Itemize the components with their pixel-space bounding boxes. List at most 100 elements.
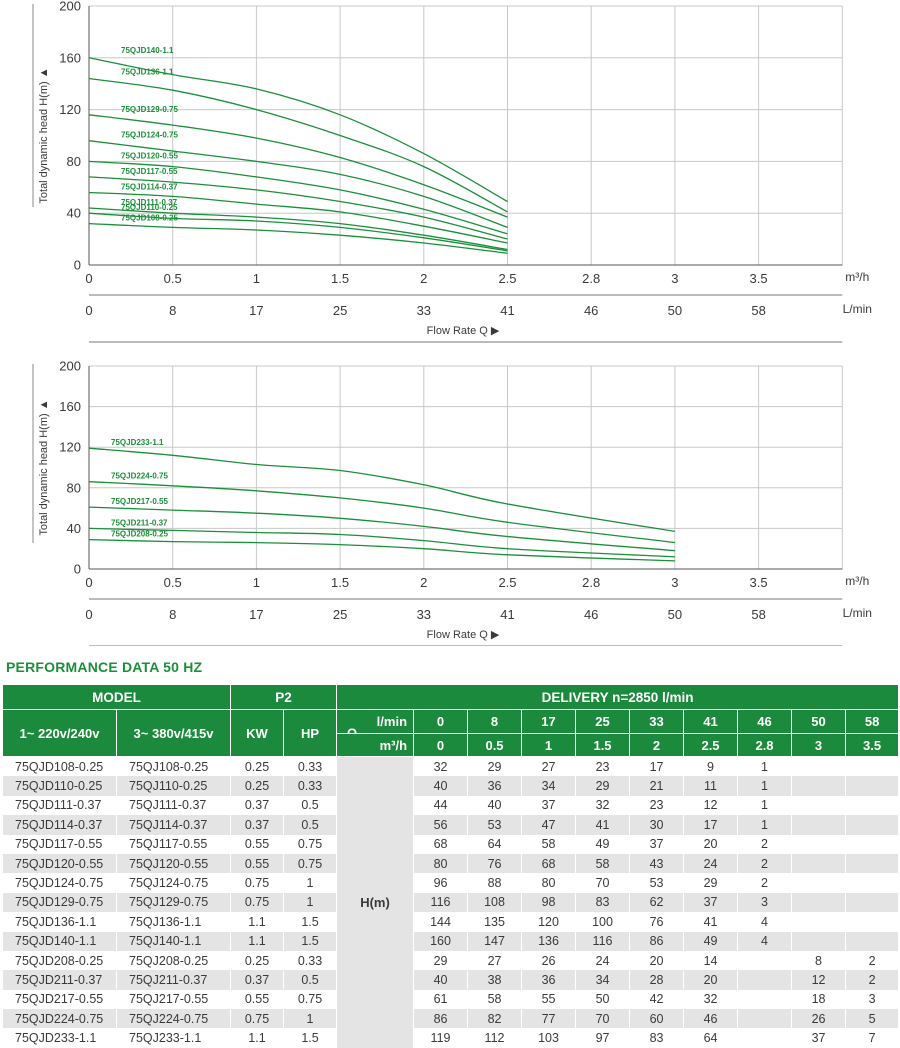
head-value-cell: 37 — [791, 1028, 847, 1048]
series-line — [88, 506, 675, 552]
head-value-cell: 77 — [521, 1009, 577, 1029]
flow-m3h-header: 1 — [521, 733, 577, 757]
model-3ph-cell: 75QJ233-1.1 — [116, 1028, 231, 1048]
head-value-cell: 2 — [737, 834, 793, 854]
model-3ph-cell: 75QJ217-0.55 — [116, 989, 231, 1010]
kw-cell: 1.1 — [230, 1028, 284, 1048]
head-value-cell: 1 — [737, 795, 793, 816]
table-row: 75QJD110-0.25 75QJ110-0.25 0.25 0.33 40 36 34 2… — [2, 776, 900, 796]
head-value-cell: 120 — [521, 912, 577, 932]
head-value-cell: 62 — [629, 892, 685, 913]
y-tick-label: 0 — [74, 562, 81, 577]
x-unit-lmin: L/min — [843, 302, 872, 316]
hp-cell: 0.75 — [282, 834, 338, 854]
head-value-cell: 38 — [467, 970, 523, 990]
head-value-cell: 56 — [413, 815, 469, 835]
x-unit-m3h: m³/h — [845, 574, 869, 588]
head-value-cell: 2 — [737, 873, 793, 893]
kw-cell: 0.55 — [230, 989, 284, 1010]
head-value-cell: 9 — [683, 756, 739, 777]
head-value-cell: 26 — [791, 1009, 847, 1029]
head-value-cell — [845, 815, 900, 835]
series-label: 75QJD208-0.25 — [111, 530, 168, 539]
head-value-cell: 37 — [683, 892, 739, 913]
head-value-cell: 1 — [737, 776, 793, 796]
model-1ph-cell: 75QJD217-0.55 — [2, 989, 117, 1010]
head-value-cell: 116 — [413, 892, 469, 913]
head-value-cell: 1 — [737, 756, 793, 777]
head-value-cell: 49 — [683, 931, 739, 951]
head-value-cell — [737, 1009, 793, 1029]
table-row: 75QJD129-0.75 75QJ129-0.75 0.75 1 116 108 98 83… — [2, 892, 900, 913]
hp-cell: 0.5 — [282, 795, 338, 816]
x-tick-label-lmin: 58 — [751, 303, 765, 318]
head-value-cell: 83 — [575, 892, 631, 913]
x-axis-title: Flow Rate Q ▶ — [427, 629, 500, 641]
head-value-cell — [791, 795, 847, 816]
model-3ph-cell: 75QJ117-0.55 — [116, 834, 231, 854]
x-tick-label-m3h: 2.5 — [498, 575, 516, 590]
head-value-cell: 37 — [629, 834, 685, 854]
x-tick-label-m3h: 2.5 — [498, 271, 516, 286]
flow-lmin-header: 58 — [845, 709, 900, 734]
series-line — [88, 207, 508, 251]
x-tick-label-m3h: 1.5 — [331, 271, 349, 286]
x-axis-title: Flow Rate Q ▶ — [427, 325, 500, 337]
table-row: 75QJD208-0.25 75QJ208-0.25 0.25 0.33 29 27 26 2… — [2, 950, 900, 971]
head-value-cell — [737, 1028, 793, 1048]
model-1ph-cell: 75QJD208-0.25 — [2, 950, 117, 971]
head-value-cell — [791, 873, 847, 893]
x-tick-label-m3h: 0 — [85, 575, 92, 590]
x-tick-label-lmin: 50 — [668, 607, 682, 622]
head-value-cell: 40 — [413, 776, 469, 796]
model-3ph-cell: 75QJ140-1.1 — [116, 931, 231, 951]
head-value-cell: 17 — [683, 815, 739, 835]
head-value-cell: 82 — [467, 1009, 523, 1029]
table-row: 75QJD211-0.37 75QJ211-0.37 0.37 0.5 40 38 36 34… — [2, 970, 900, 990]
flow-lmin-header: 50 — [791, 709, 847, 734]
y-tick-label: 80 — [67, 480, 81, 495]
model-1ph-cell: 75QJD110-0.25 — [2, 776, 117, 796]
x-tick-label-m3h: 0 — [85, 271, 92, 286]
head-value-cell: 70 — [575, 1009, 631, 1029]
kw-cell: 0.75 — [230, 892, 284, 913]
series-line — [88, 191, 508, 244]
x-tick-label-lmin: 41 — [500, 303, 514, 318]
head-value-cell: 43 — [629, 853, 685, 874]
model-1ph-cell: 75QJD111-0.37 — [2, 795, 117, 816]
flow-lmin-header: 41 — [683, 709, 739, 734]
head-value-cell: 14 — [683, 950, 739, 971]
head-value-cell: 76 — [629, 912, 685, 932]
head-value-cell — [791, 912, 847, 932]
head-value-cell: 68 — [521, 853, 577, 874]
hp-cell: 1 — [282, 873, 338, 893]
model-3ph-cell: 75QJ108-0.25 — [116, 756, 231, 777]
flow-m3h-header: 3.5 — [845, 733, 900, 757]
kw-header: KW — [230, 709, 284, 757]
series-label: 75QJD110-0.25 — [121, 203, 178, 212]
series-line — [88, 77, 508, 213]
model-3ph-cell: 75QJ111-0.37 — [116, 795, 231, 816]
series-line — [88, 114, 508, 218]
x-tick-label-lmin: 25 — [333, 607, 347, 622]
y-tick-label: 40 — [67, 521, 81, 536]
head-value-cell: 49 — [575, 834, 631, 854]
head-value-cell: 86 — [413, 1009, 469, 1029]
head-value-cell: 23 — [575, 756, 631, 777]
x-tick-label-lmin: 33 — [417, 303, 431, 318]
model-header: MODEL — [2, 684, 231, 710]
x-tick-label-m3h: 2.8 — [582, 271, 600, 286]
model-3ph-cell: 75QJ120-0.55 — [116, 853, 231, 874]
head-value-cell — [845, 834, 900, 854]
head-value-cell: 28 — [629, 970, 685, 990]
series-label: 75QJD117-0.55 — [121, 167, 178, 176]
head-value-cell: 20 — [683, 834, 739, 854]
head-value-cell: 37 — [521, 795, 577, 816]
model-1ph-cell: 75QJD136-1.1 — [2, 912, 117, 932]
hp-cell: 0.5 — [282, 970, 338, 990]
series-label: 75QJD136-1.1 — [121, 68, 174, 77]
head-value-cell — [845, 756, 900, 777]
series-line — [88, 176, 508, 240]
model-1ph-cell: 75QJD233-1.1 — [2, 1028, 117, 1048]
kw-cell: 0.55 — [230, 834, 284, 854]
